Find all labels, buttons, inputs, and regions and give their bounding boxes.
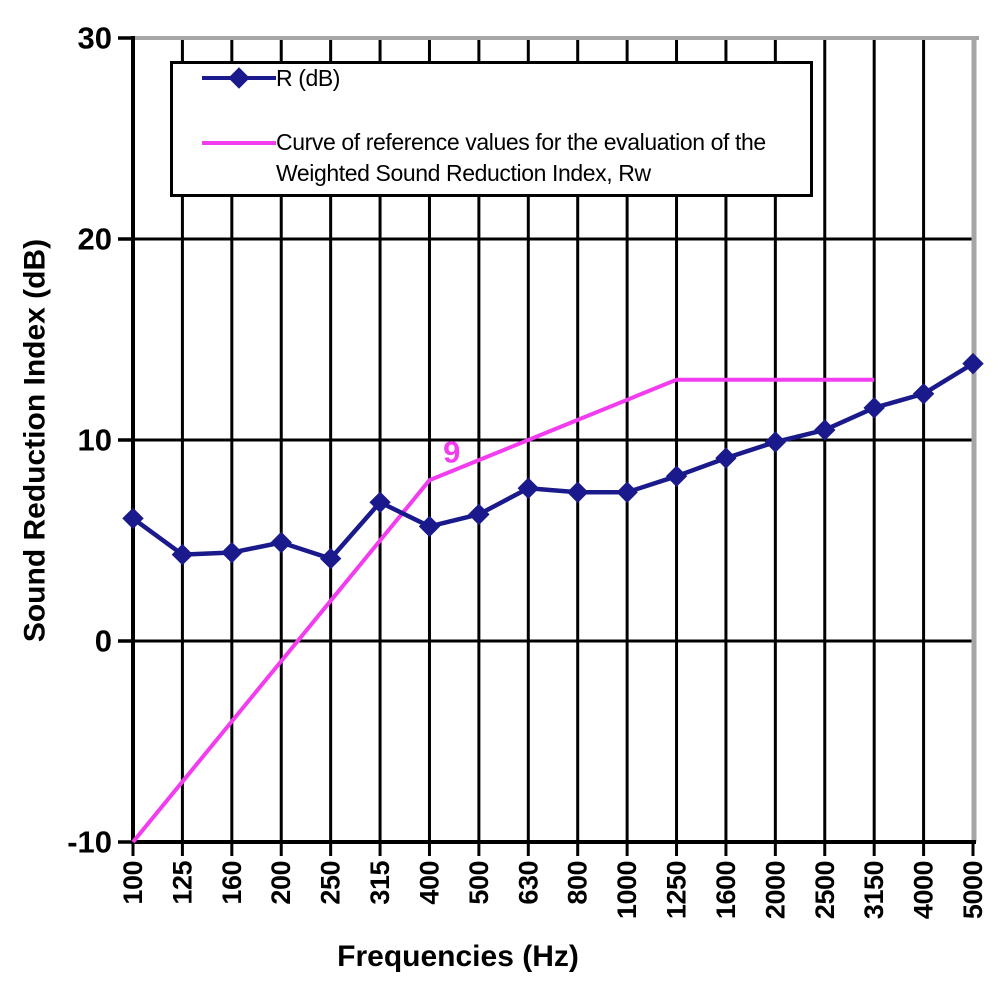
r-series-marker (962, 352, 984, 375)
x-tick-label: 1600 (711, 861, 741, 919)
reference-curve-line (131, 377, 875, 844)
r-series-marker (912, 383, 935, 405)
legend-reference-curve-marker (202, 141, 276, 145)
y-tick-label: -10 (67, 825, 112, 860)
x-tick-label: 630 (513, 861, 543, 905)
legend-reference-curve-label: Curve of reference values for the evalua… (276, 127, 766, 189)
legend: R (dB) Curve of reference values for the… (170, 61, 813, 197)
r-series-marker (468, 503, 490, 526)
x-tick-label: 2000 (760, 861, 790, 919)
rw-annotation: 9 (443, 435, 460, 470)
r-series-marker (715, 447, 737, 469)
r-series-marker (764, 431, 787, 453)
x-tick-label: 5000 (958, 861, 988, 919)
x-tick-label: 125 (167, 861, 197, 905)
r-series-marker (270, 531, 292, 554)
y-axis-title: Sound Reduction Index (dB) (18, 238, 52, 643)
legend-reference-curve-label-line2: Weighted Sound Reduction Index, Rw (276, 160, 651, 186)
r-series-marker (863, 397, 885, 419)
r-series-line (131, 361, 975, 561)
r-series-marker (319, 547, 342, 570)
x-tick-label: 250 (316, 861, 346, 905)
x-tick-label: 200 (266, 861, 296, 905)
r-series-marker (814, 419, 836, 441)
x-tick-label: 315 (365, 861, 395, 905)
r-series-marker (566, 481, 589, 503)
x-tick-label: 3150 (859, 861, 889, 919)
x-tick-label: 400 (414, 861, 444, 905)
y-tick-label: 0 (95, 624, 112, 659)
x-tick-label: 2500 (810, 861, 840, 919)
legend-reference-curve-label-line1: Curve of reference values for the evalua… (276, 129, 766, 155)
r-series-marker (517, 477, 540, 499)
x-tick-label: 160 (217, 861, 247, 905)
x-tick-label: 1250 (662, 861, 692, 919)
r-series-marker (221, 541, 243, 564)
r-series-marker (418, 515, 441, 538)
r-series-marker (616, 481, 638, 503)
x-tick-label: 500 (464, 861, 494, 905)
y-tick-label: 20 (78, 222, 112, 257)
x-tick-label: 4000 (909, 861, 939, 919)
legend-r-series-marker (202, 67, 276, 89)
y-tick-label: 30 (78, 21, 112, 56)
x-tick-label: 100 (118, 861, 148, 905)
r-series-marker (171, 543, 194, 566)
x-axis-title: Frequencies (Hz) (337, 940, 579, 973)
r-series-marker (369, 491, 391, 514)
legend-r-series-diamond (228, 67, 250, 89)
x-tick-label: 800 (563, 861, 593, 905)
legend-r-series-label: R (dB) (276, 65, 341, 91)
r-series-marker (122, 507, 144, 530)
r-series-marker (665, 465, 688, 487)
y-tick-label: 10 (78, 423, 112, 458)
x-tick-label: 1000 (612, 861, 642, 919)
